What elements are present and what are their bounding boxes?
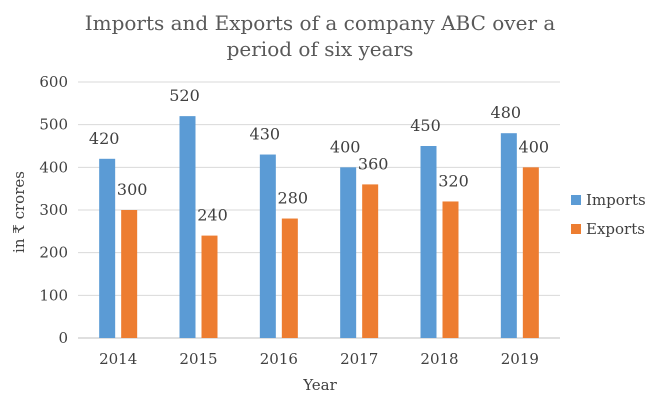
x-axis-ticks: 2014 2015 2016 2017 2018 2019 — [99, 350, 539, 368]
exports-legend-label: Exports — [586, 220, 645, 238]
y-tick-label: 0 — [58, 329, 68, 347]
y-tick-label: 300 — [39, 201, 68, 219]
legend: Imports Exports — [571, 191, 646, 238]
chart-title-line-2: period of six years — [227, 37, 414, 61]
x-tick-label: 2019 — [501, 350, 539, 368]
exports-bar — [442, 201, 459, 338]
exports-data-label: 280 — [278, 189, 309, 208]
exports-bar — [201, 235, 218, 338]
exports-bar — [522, 167, 539, 338]
imports-data-label: 450 — [410, 116, 441, 135]
exports-data-label: 320 — [438, 171, 469, 190]
x-tick-label: 2017 — [340, 350, 378, 368]
imports-data-label: 520 — [169, 86, 200, 105]
exports-data-label: 400 — [519, 137, 550, 156]
imports-data-label: 420 — [89, 129, 120, 148]
y-axis-title: in ₹ crores — [10, 171, 28, 253]
imports-data-label: 430 — [250, 125, 281, 144]
imports-legend-swatch — [571, 195, 581, 205]
imports-bar — [420, 146, 437, 338]
bars — [99, 116, 539, 338]
imports-bar — [179, 116, 196, 338]
x-axis-title: Year — [302, 376, 337, 394]
exports-bar — [281, 218, 298, 338]
imports-bar — [259, 154, 276, 338]
exports-legend-swatch — [571, 224, 581, 234]
exports-bar — [121, 210, 138, 338]
gridlines — [78, 81, 560, 339]
imports-legend-label: Imports — [586, 191, 646, 209]
exports-data-label: 360 — [358, 154, 389, 173]
y-tick-label: 500 — [39, 116, 68, 134]
y-tick-label: 200 — [39, 244, 68, 262]
imports-data-label: 480 — [491, 103, 522, 122]
x-tick-label: 2016 — [260, 350, 298, 368]
exports-data-label: 300 — [117, 180, 148, 199]
imports-bar — [99, 158, 116, 338]
imports-bar — [340, 167, 357, 338]
x-tick-label: 2014 — [99, 350, 137, 368]
x-tick-label: 2015 — [179, 350, 217, 368]
y-tick-label: 100 — [39, 286, 68, 304]
exports-bar — [362, 184, 379, 338]
y-tick-label: 400 — [39, 158, 68, 176]
chart-title-line-1: Imports and Exports of a company ABC ove… — [85, 11, 556, 35]
imports-bar — [500, 133, 517, 338]
x-tick-label: 2018 — [420, 350, 458, 368]
y-axis-ticks: 0 100 200 300 400 500 600 — [39, 73, 68, 347]
imports-data-label: 400 — [330, 137, 361, 156]
exports-data-label: 240 — [197, 206, 228, 225]
y-tick-label: 600 — [39, 73, 68, 91]
